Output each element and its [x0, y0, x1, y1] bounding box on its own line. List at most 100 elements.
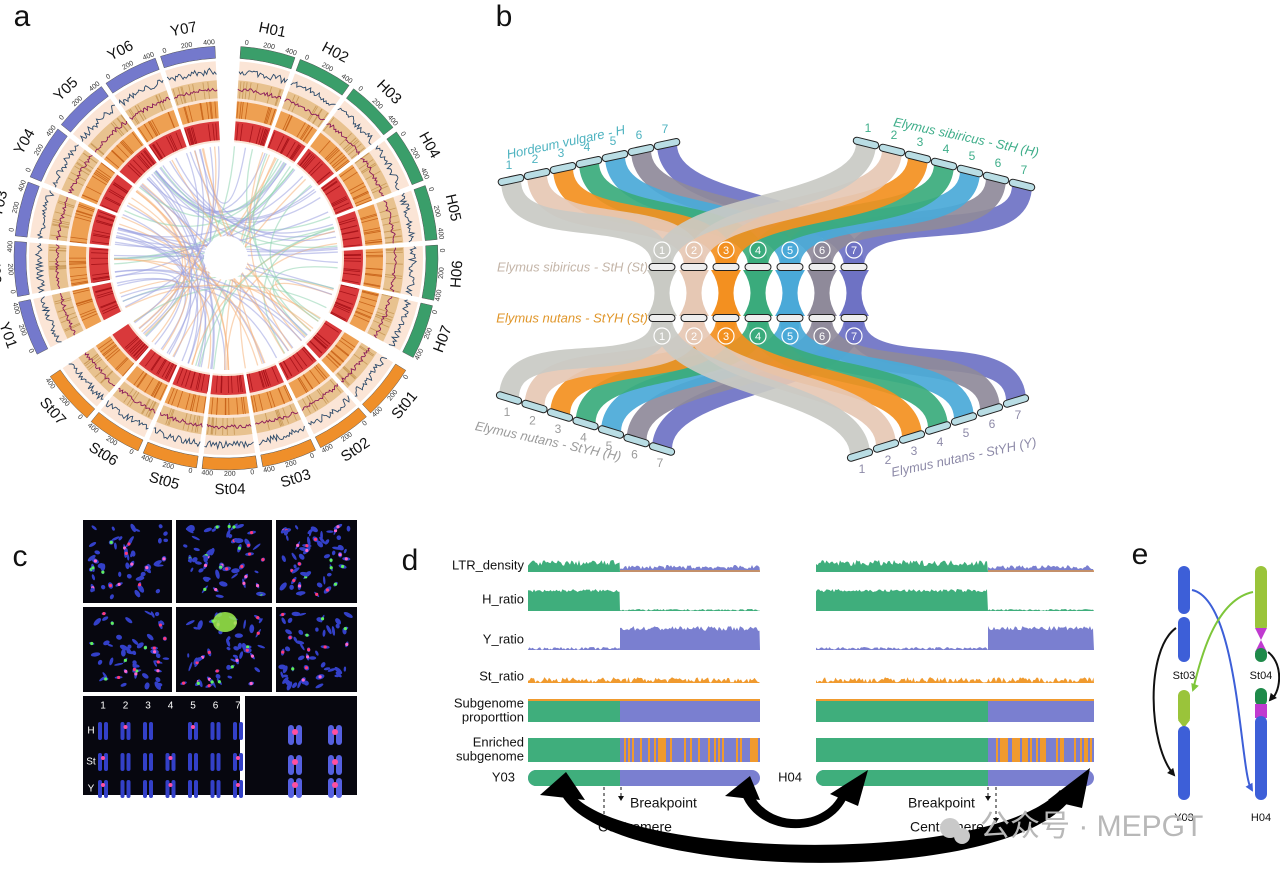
texture [141, 398, 151, 415]
chromosome-blob [125, 646, 132, 654]
texture [343, 365, 357, 378]
texture [363, 227, 381, 232]
scale-tick: 0 [128, 448, 135, 456]
texture [271, 366, 279, 383]
texture [276, 135, 285, 152]
texture [128, 339, 142, 352]
texture [91, 263, 109, 265]
probe-signal [297, 562, 302, 566]
chromosome-blob [190, 567, 194, 572]
chromosome-number: 3 [555, 422, 562, 436]
arrow-head [725, 776, 760, 800]
probe-signal [255, 583, 260, 588]
chromosome-pill [950, 412, 978, 426]
chromosome-band [49, 369, 96, 419]
karyo-chromosome [171, 753, 176, 771]
texture [309, 340, 323, 354]
texture [86, 186, 102, 195]
chromosome-blob [142, 673, 149, 679]
chromosome-pill [982, 171, 1010, 185]
texture [148, 121, 158, 137]
enriched-subgenome [1034, 738, 1036, 762]
chromosome-pill [523, 168, 551, 180]
texture [263, 106, 270, 124]
probe-signal [123, 725, 128, 729]
chromosome-pill [840, 263, 868, 271]
texture [302, 126, 313, 142]
texture [76, 210, 93, 216]
texture [299, 124, 310, 140]
chromosome-blob [118, 536, 123, 541]
texture [282, 407, 290, 424]
scale-tick: 400 [321, 443, 335, 455]
enriched-subgenome [1008, 738, 1010, 762]
density-ring [338, 164, 373, 207]
chromosome-pill [497, 174, 525, 186]
chromosome-blob [283, 529, 289, 536]
chromosome-number: 4 [937, 435, 944, 449]
texture [93, 233, 110, 238]
track-label: Y_ratio [483, 631, 524, 646]
probe-signal [297, 584, 302, 588]
chromosome-blob [289, 584, 294, 590]
texture [149, 120, 159, 136]
chromosome-blob [231, 568, 240, 574]
scale-tick: 0 [432, 309, 440, 315]
chord [154, 171, 331, 231]
chromosome-blob [230, 658, 237, 663]
chromosome-number: 2 [532, 152, 539, 166]
density-ring [69, 201, 96, 244]
enriched-subgenome [1012, 738, 1014, 762]
texture [200, 102, 204, 120]
number-badge [749, 327, 767, 345]
chord [226, 242, 338, 371]
probe-signal [246, 645, 250, 649]
scale-tick: 0 [25, 167, 33, 174]
texture [199, 103, 204, 121]
chromosome-label: St04 [1250, 670, 1273, 682]
texture [156, 142, 166, 158]
enriched-subgenome [730, 738, 732, 762]
texture [53, 219, 70, 224]
chromosome-blob [185, 528, 194, 534]
texture [165, 408, 172, 425]
enriched-subgenome [636, 738, 638, 762]
probe-signal [123, 658, 127, 662]
texture [356, 307, 373, 315]
chromosome-pill [648, 314, 676, 322]
chromosome-blob [316, 540, 324, 548]
chromosome-band [402, 302, 433, 358]
chord [191, 230, 335, 365]
texture [335, 302, 352, 310]
texture [100, 370, 113, 384]
chord [115, 272, 180, 335]
chord [275, 278, 334, 322]
probe-signal [291, 667, 295, 671]
texture [97, 339, 113, 350]
texture [49, 250, 67, 252]
hourglass [679, 270, 709, 316]
hourglass [807, 270, 837, 316]
karyo-chromosome [328, 778, 334, 798]
texture [359, 345, 375, 356]
texture [57, 306, 74, 313]
texture [161, 361, 171, 378]
probe-signal [117, 582, 121, 586]
texture [129, 340, 143, 354]
hourglass [839, 270, 869, 316]
chromosome-band [421, 244, 439, 301]
track-label: Subgenome [454, 695, 524, 710]
chromosome-blob [323, 667, 331, 671]
enriched-subgenome [698, 738, 700, 762]
enriched-subgenome [624, 738, 626, 762]
chromosome-label: H07 [430, 323, 456, 355]
chromosome-blob [140, 571, 146, 577]
scale-tick: 400 [7, 241, 15, 253]
ltr-density [620, 565, 760, 572]
texture [239, 81, 242, 99]
texture [325, 185, 341, 196]
texture [91, 241, 109, 245]
probe-signal [305, 544, 309, 548]
h-ratio [988, 609, 1094, 611]
